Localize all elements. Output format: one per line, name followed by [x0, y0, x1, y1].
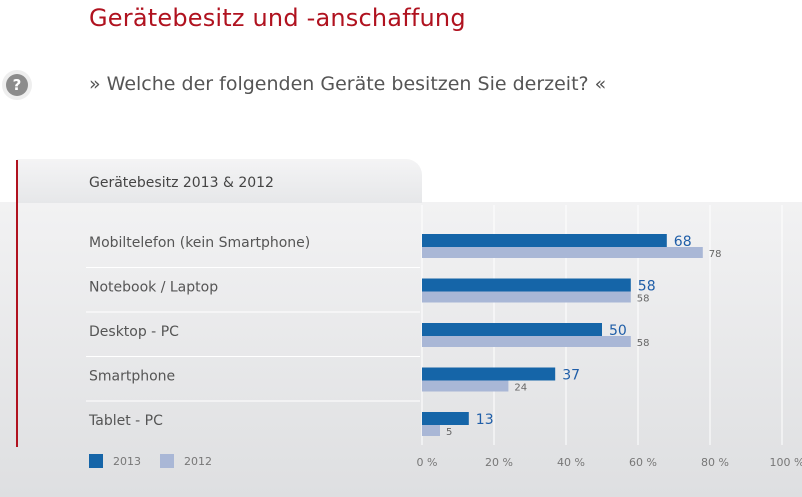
data-label-2013: 50 — [609, 323, 627, 339]
legend-swatch-2012 — [160, 454, 174, 468]
x-tick-label: 100 % — [770, 456, 802, 469]
bar-2013 — [422, 412, 469, 425]
bar-2013 — [422, 278, 631, 292]
data-label-2012: 78 — [709, 249, 722, 260]
page-title: Gerätebesitz und -anschaffung — [89, 4, 466, 32]
category-label: Tablet - PC — [88, 413, 163, 429]
bar-2012 — [422, 291, 631, 303]
x-tick-label: 60 % — [629, 456, 657, 469]
x-tick-label: 80 % — [701, 456, 729, 469]
legend-label-2013: 2013 — [113, 454, 141, 468]
data-label-2012: 58 — [637, 338, 650, 349]
x-tick-label: 0 % — [417, 456, 438, 469]
legend-swatch-2013 — [89, 454, 103, 468]
accent-line — [16, 160, 18, 447]
data-label-2013: 58 — [638, 279, 656, 295]
data-label-2012: 5 — [446, 427, 452, 438]
category-label: Smartphone — [89, 369, 175, 385]
bar-2013 — [422, 234, 667, 247]
category-label: Mobiltelefon (kein Smartphone) — [89, 235, 310, 251]
x-tick-label: 20 % — [485, 456, 513, 469]
x-tick-label: 40 % — [557, 456, 585, 469]
data-label-2013: 68 — [674, 234, 692, 250]
legend-item-2012: 2012 — [160, 454, 212, 468]
category-label: Desktop - PC — [89, 324, 179, 340]
data-label-2013: 37 — [562, 368, 580, 384]
bar-2013 — [422, 367, 556, 381]
survey-question: » Welche der folgenden Geräte besitzen S… — [89, 73, 607, 95]
data-label-2013: 13 — [476, 412, 494, 428]
bar-2012 — [422, 247, 703, 258]
chart-title-tab — [17, 159, 422, 203]
question-mark-icon: ? — [2, 70, 32, 100]
bar-2013 — [422, 323, 602, 336]
category-label: Notebook / Laptop — [89, 280, 218, 296]
legend-item-2013: 2013 — [89, 454, 141, 468]
chart-title: Gerätebesitz 2013 & 2012 — [89, 175, 274, 191]
bar-2012 — [422, 380, 509, 392]
data-label-2012: 58 — [637, 294, 650, 305]
data-label-2012: 24 — [514, 383, 527, 394]
bar-2012 — [422, 336, 631, 347]
legend-label-2012: 2012 — [184, 454, 212, 468]
bar-2012 — [422, 425, 440, 436]
question-mark-glyph: ? — [6, 74, 28, 96]
